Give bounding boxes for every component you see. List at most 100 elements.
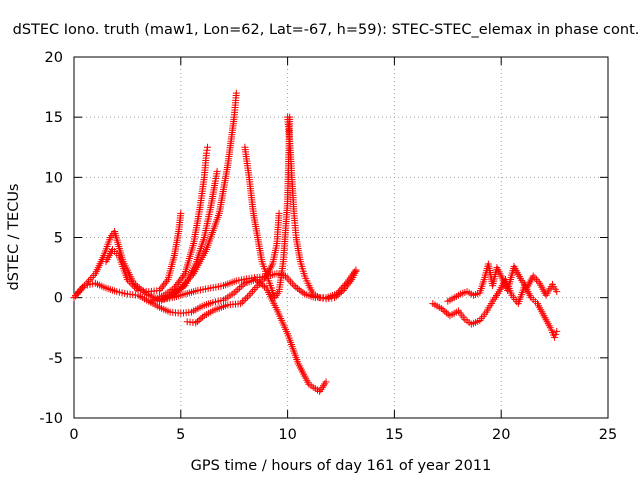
series-arc2: [102, 209, 185, 296]
data-point: [337, 288, 345, 296]
x-tick-label: 0: [69, 427, 78, 443]
data-point: [230, 289, 238, 297]
y-tick-labels: -10 -5 0 5 10 15 20: [39, 50, 63, 427]
data-point: [531, 274, 539, 282]
x-tick-label: 10: [278, 427, 296, 443]
data-point: [553, 327, 561, 335]
data-point: [299, 289, 307, 297]
x-tick-labels: 0 5 10 15 20 25: [69, 427, 617, 443]
data-point: [203, 146, 211, 154]
data-point: [141, 289, 149, 297]
x-tick-label: 5: [176, 427, 185, 443]
data-point: [345, 279, 353, 287]
chart-title: dSTEC Iono. truth (maw1, Lon=62, Lat=-67…: [13, 22, 640, 38]
data-point: [319, 294, 327, 302]
data-point: [76, 287, 84, 295]
data-point: [177, 209, 185, 217]
x-tick-label: 20: [492, 427, 510, 443]
data-point: [129, 281, 137, 289]
data-point: [553, 288, 561, 296]
data-point: [127, 279, 135, 287]
data-point: [70, 294, 78, 302]
data-point: [177, 275, 185, 283]
axis-ticks: [73, 56, 609, 419]
data-point: [443, 309, 451, 317]
data-point: [332, 292, 340, 300]
data-point: [158, 283, 166, 291]
data-point: [336, 289, 344, 297]
data-point: [242, 295, 250, 303]
data-point: [125, 277, 133, 285]
data-point: [439, 306, 447, 314]
data-point: [186, 273, 194, 281]
series-arc6: [162, 89, 240, 302]
data-point: [551, 333, 559, 341]
data-point: [72, 292, 80, 300]
y-tick-label: 0: [54, 291, 63, 307]
data-point: [532, 276, 540, 284]
data-point: [75, 289, 83, 297]
data-point: [199, 313, 207, 321]
y-tick-label: 5: [54, 231, 63, 247]
data-point: [182, 279, 190, 287]
data-point: [185, 275, 193, 283]
data-point: [174, 279, 182, 287]
data-point: [260, 283, 268, 291]
series-arc8: [241, 113, 294, 302]
data-point: [342, 283, 350, 291]
data-point: [339, 286, 347, 294]
data-point: [180, 280, 188, 288]
data-point: [183, 277, 191, 285]
series-arc10: [429, 276, 561, 341]
data-point: [552, 330, 560, 338]
data-point: [213, 167, 221, 175]
data-point: [237, 282, 245, 290]
data-point: [437, 304, 445, 312]
x-tick-label: 25: [599, 427, 617, 443]
y-tick-label: 15: [45, 110, 63, 126]
data-point: [202, 149, 210, 157]
data-point: [193, 317, 201, 325]
data-point: [192, 319, 200, 327]
data-point: [177, 284, 185, 292]
data-point: [188, 271, 196, 279]
y-tick-label: -5: [49, 351, 63, 367]
data-point: [236, 284, 244, 292]
data-point: [234, 286, 242, 294]
data-point: [161, 279, 169, 287]
data-point: [78, 285, 86, 293]
data-point: [331, 294, 339, 302]
data-point: [297, 287, 305, 295]
data-point: [178, 282, 186, 290]
data-point: [441, 307, 449, 315]
y-tick-label: 10: [45, 170, 63, 186]
data-point: [163, 277, 171, 285]
data-point: [204, 143, 211, 151]
data-point: [252, 276, 260, 284]
data-points: [70, 89, 561, 396]
data-point: [322, 378, 330, 386]
data-point: [173, 280, 181, 288]
data-point: [243, 293, 251, 301]
data-point: [529, 272, 537, 280]
data-point: [172, 282, 180, 290]
data-point: [341, 285, 349, 293]
data-point: [195, 316, 203, 324]
data-point: [176, 277, 184, 285]
data-point: [79, 283, 87, 291]
x-tick-label: 15: [385, 427, 403, 443]
data-point: [240, 296, 248, 304]
data-point: [160, 281, 168, 289]
data-point: [334, 291, 342, 299]
data-point: [178, 273, 186, 281]
data-point: [290, 282, 298, 290]
data-point: [123, 276, 131, 284]
data-point: [73, 290, 81, 298]
x-axis-label: GPS time / hours of day 161 of year 2011: [191, 458, 492, 474]
series-arc3: [70, 276, 330, 396]
y-axis-label: dSTEC / TECUs: [6, 184, 22, 291]
data-point: [346, 277, 354, 285]
data-point: [294, 284, 302, 292]
